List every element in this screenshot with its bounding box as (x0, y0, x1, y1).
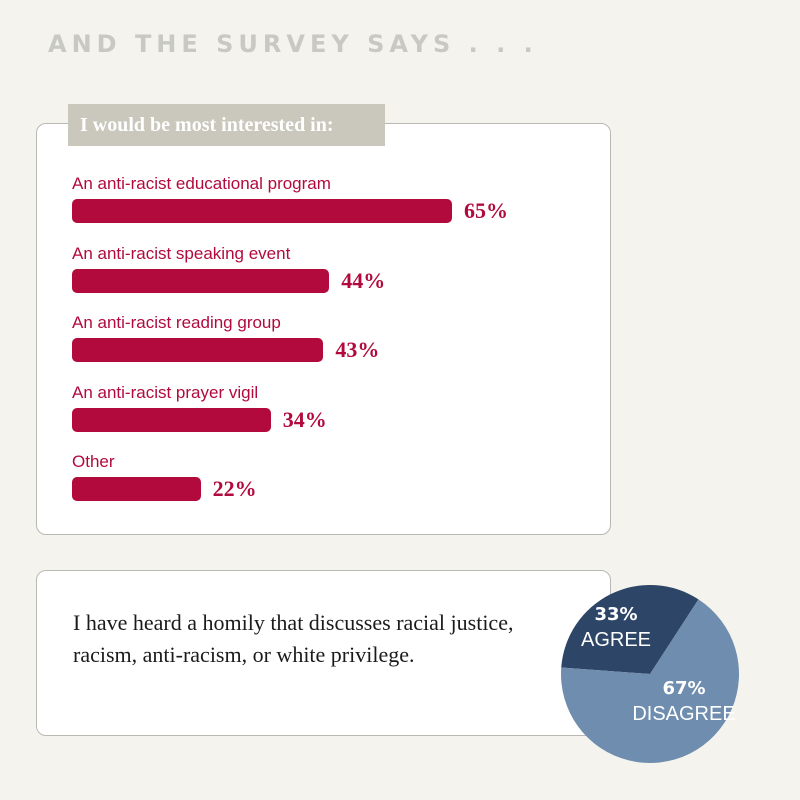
bar (72, 268, 330, 293)
pie-value-label: 33% (594, 604, 637, 625)
homily-card (36, 570, 611, 736)
bar-label: An anti-racist prayer vigil (72, 382, 259, 402)
bar (72, 199, 452, 223)
bar-chart-card (36, 123, 611, 535)
pie-value-label: 67% (662, 678, 705, 699)
bar-label: An anti-racist speaking event (72, 243, 291, 263)
bar-label: Other (72, 452, 115, 471)
bar (72, 407, 271, 432)
bar (72, 477, 201, 501)
bar-label: An anti-racist educational program (72, 174, 331, 193)
bar-value-label: 44% (341, 267, 386, 293)
pie-category-label: AGREE (581, 629, 651, 651)
pie-category-label: DISAGREE (632, 703, 735, 725)
pie-slice-agree (561, 585, 699, 674)
headline: AND THE SURVEY SAYS . . . (48, 30, 538, 58)
homily-statement: I have heard a homily that discusses rac… (73, 610, 514, 667)
bar-value-label: 65% (464, 198, 508, 223)
pie-slice-disagree (561, 599, 739, 763)
pie-chart: 33% AGREE 67% DISAGREE (561, 585, 739, 763)
bar-label: An anti-racist reading group (72, 313, 281, 332)
bar-value-label: 22% (212, 476, 257, 501)
bar-value-label: 34% (282, 406, 327, 432)
bar-chart-title: I would be most interested in: (68, 104, 385, 146)
bar (72, 338, 324, 362)
bar-value-label: 43% (335, 337, 380, 362)
